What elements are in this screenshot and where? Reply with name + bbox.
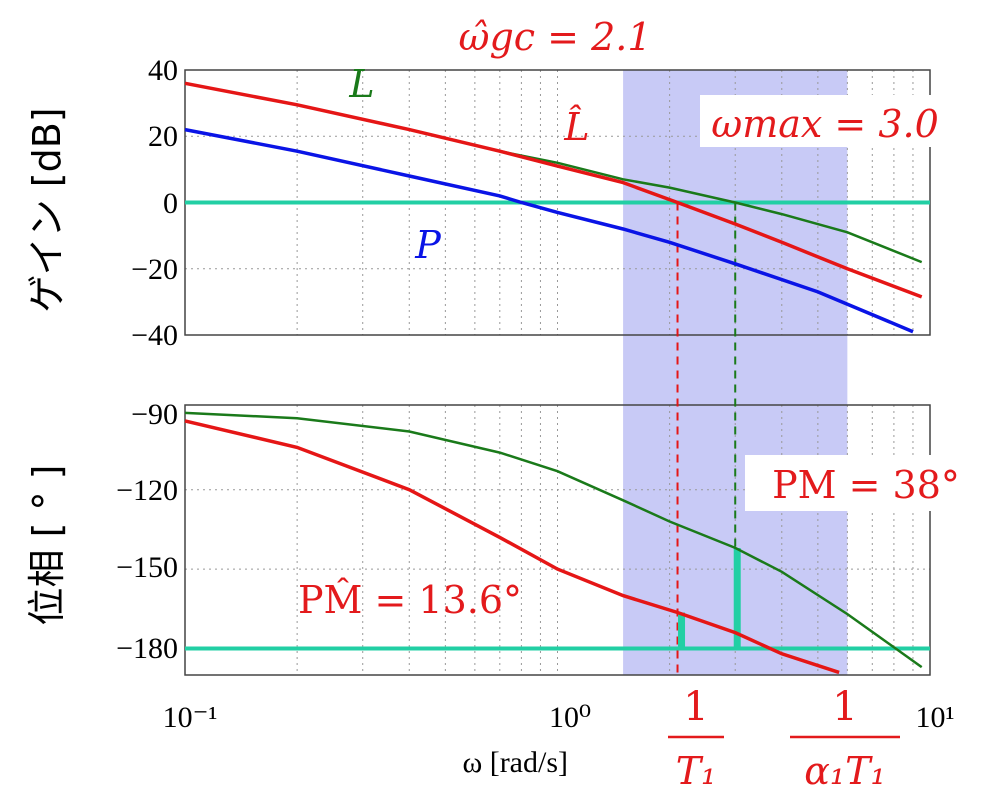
series-label-P: P [414,223,442,267]
xtick-0.1: 10⁻¹ [163,701,218,734]
series-label-L: L [348,62,374,106]
gain-ytick-0: 0 [163,187,178,220]
pm-hat-annotation: PM̂ = 13.6° [298,578,522,622]
gain-series-Lhat [184,81,923,299]
fraction-numerator-b: 1 [832,684,857,730]
wmax-label-background [700,95,948,147]
phase-y-axis-label: 位相 [ ° ] [25,465,69,626]
phase-ytick-minus90: −90 [131,398,178,431]
phase-ytick-minus120: −120 [116,474,178,507]
gain-y-axis-label: ゲイン [dB] [25,107,69,312]
fraction-denominator-a: T₁ [676,749,717,793]
fraction-denominator-b: α₁T₁ [804,749,885,793]
phase-ytick-minus150: −150 [116,551,178,584]
xtick-10: 10¹ [916,701,955,734]
pm-label-background [745,455,987,511]
gain-series-P [184,127,914,334]
series-label-Lhat: L̂ [563,105,589,149]
phase-series-L [184,411,923,669]
fraction-numerator-a: 1 [683,684,708,730]
gain-ytick-minus40: −40 [131,319,178,352]
gain-ytick-40: 40 [148,54,178,87]
phase-axes-frame [184,404,931,676]
gain-ytick-20: 20 [148,120,178,153]
phase-series-Lhat [184,419,840,675]
phase-ytick-minus180: −180 [116,632,178,665]
xtick-1: 10⁰ [549,701,591,734]
wgc-hat-annotation: ω̂gc = 2.1 [458,15,651,59]
wmax-annotation: ωmax = 3.0 [711,102,939,146]
gain-ytick-minus20: −20 [131,253,178,286]
pm-annotation: PM = 38° [772,463,960,507]
x-axis-label: ω [rad/s] [462,746,568,779]
